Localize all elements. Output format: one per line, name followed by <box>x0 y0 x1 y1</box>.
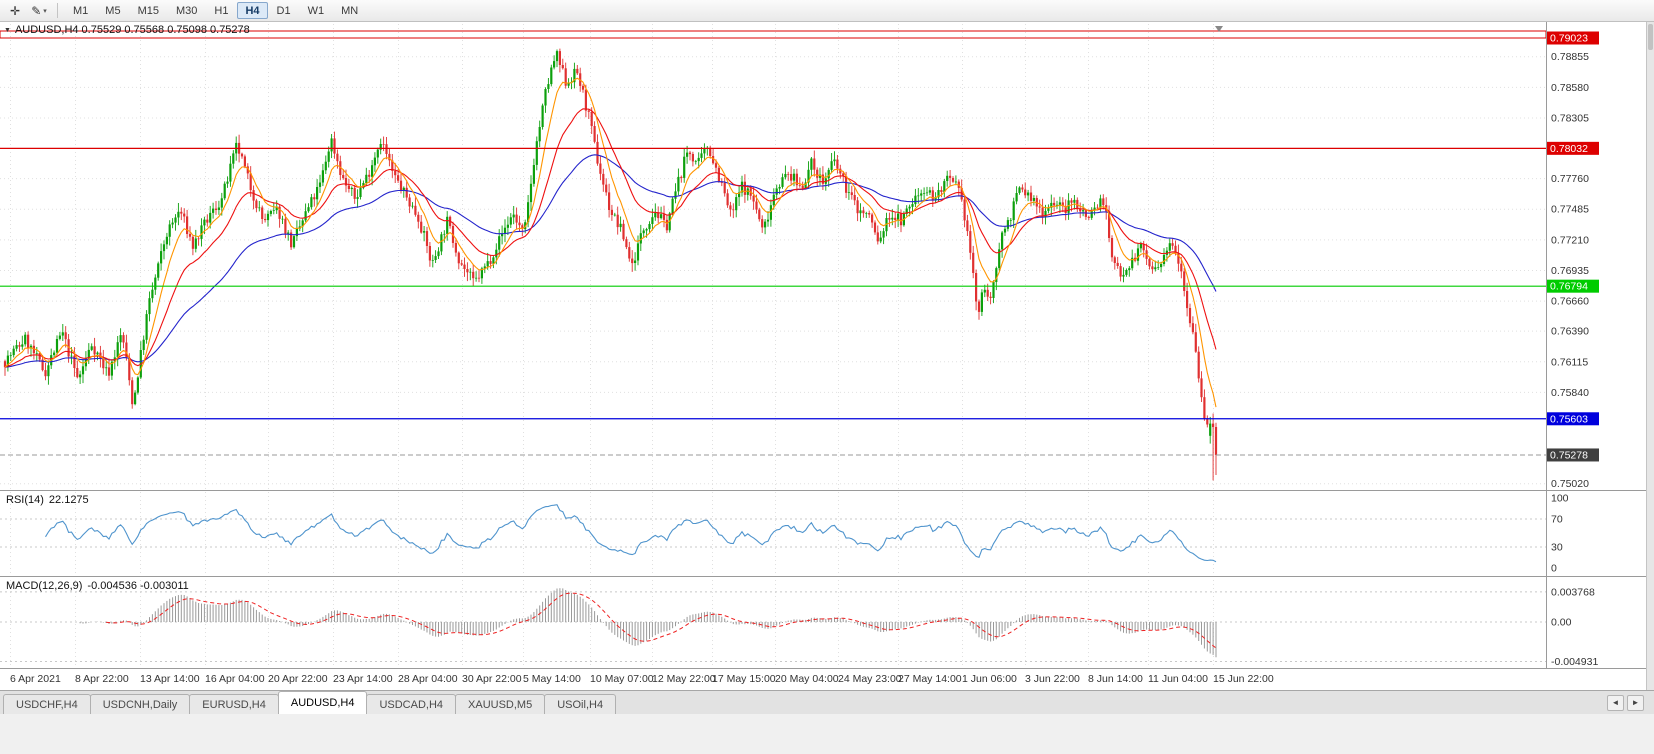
tabs-scroll-right-button[interactable]: ► <box>1627 694 1644 711</box>
svg-text:-0.004931: -0.004931 <box>1551 656 1598 668</box>
rsi-line <box>45 504 1217 563</box>
chart-tab-eurusd-h4[interactable]: EURUSD,H4 <box>189 694 279 714</box>
tabs-scroll-left-button[interactable]: ◄ <box>1607 694 1624 711</box>
svg-text:0.00: 0.00 <box>1551 617 1572 629</box>
price-scale: 0.78855 0.78580 0.78305 0.77760 0.77485 0.772… <box>1547 31 1599 668</box>
svg-text:27 May 14:00: 27 May 14:00 <box>898 673 962 685</box>
chart-tab-usdchf-h4[interactable]: USDCHF,H4 <box>3 694 91 714</box>
chart-tab-usdcad-h4[interactable]: USDCAD,H4 <box>366 694 457 714</box>
svg-text:5 May 14:00: 5 May 14:00 <box>523 673 581 685</box>
svg-text:0.78580: 0.78580 <box>1551 82 1589 94</box>
svg-text:10 May 07:00: 10 May 07:00 <box>590 673 654 685</box>
crosshair-tool-button[interactable]: ✛ <box>4 2 26 20</box>
svg-text:0.75840: 0.75840 <box>1551 387 1589 399</box>
svg-text:1 Jun 06:00: 1 Jun 06:00 <box>962 673 1017 685</box>
svg-text:6 Apr 2021: 6 Apr 2021 <box>10 673 61 685</box>
ma-55-line <box>4 154 1217 368</box>
grid <box>0 24 1546 668</box>
svg-text:0.77760: 0.77760 <box>1551 173 1589 185</box>
svg-text:0.78305: 0.78305 <box>1551 112 1589 124</box>
chart-canvas[interactable]: 0.78855 0.78580 0.78305 0.77760 0.77485 0.772… <box>0 22 1646 690</box>
arrow-left-icon: ◄ <box>1611 698 1620 707</box>
svg-text:0.003768: 0.003768 <box>1551 586 1595 598</box>
pencil-icon: ✎ <box>31 3 42 18</box>
svg-text:100: 100 <box>1551 493 1569 505</box>
svg-text:15 Jun 22:00: 15 Jun 22:00 <box>1213 673 1274 685</box>
svg-text:0.75020: 0.75020 <box>1551 478 1589 490</box>
svg-text:20 Apr 22:00: 20 Apr 22:00 <box>268 673 328 685</box>
svg-text:0.78855: 0.78855 <box>1551 51 1589 63</box>
tab-scroll-controls: ◄ ► <box>1597 691 1654 714</box>
timeframe-button-m15[interactable]: M15 <box>137 4 159 17</box>
chart-tab-usoil-h4[interactable]: USOil,H4 <box>544 694 617 714</box>
svg-text:0.76115: 0.76115 <box>1551 356 1588 368</box>
vertical-scrollbar[interactable] <box>1646 22 1654 754</box>
svg-text:70: 70 <box>1551 514 1563 526</box>
svg-text:0.75278: 0.75278 <box>1550 449 1588 461</box>
svg-text:0.75603: 0.75603 <box>1550 413 1588 425</box>
drawing-tools-button[interactable]: ✎ ▾ <box>28 2 50 20</box>
svg-text:30 Apr 22:00: 30 Apr 22:00 <box>462 673 522 685</box>
chart-background <box>0 22 1646 690</box>
svg-text:0.76660: 0.76660 <box>1551 296 1589 308</box>
timeframe-buttons: M1 M5 M15 M30 H1 H4 D1 W1 MN <box>65 2 366 19</box>
chart-tabs: USDCHF,H4 USDCNH,Daily EURUSD,H4 AUDUSD,H4 U… <box>3 691 617 714</box>
chart-shift-marker[interactable] <box>1215 26 1223 32</box>
chart-tab-bar: USDCHF,H4 USDCNH,Daily EURUSD,H4 AUDUSD,H4 U… <box>0 690 1654 714</box>
ma-8-line <box>4 77 1217 408</box>
svg-text:11 Jun 04:00: 11 Jun 04:00 <box>1148 673 1208 685</box>
svg-text:24 May 23:00: 24 May 23:00 <box>838 673 902 685</box>
svg-text:12 May 22:00: 12 May 22:00 <box>652 673 716 685</box>
svg-text:0.79023: 0.79023 <box>1550 33 1588 45</box>
chart-tab-xauusd-m5[interactable]: XAUUSD,M5 <box>455 694 546 714</box>
svg-text:16 Apr 04:00: 16 Apr 04:00 <box>205 673 265 685</box>
svg-text:17 May 15:00: 17 May 15:00 <box>712 673 776 685</box>
timeframe-button-w1[interactable]: W1 <box>307 4 325 17</box>
chevron-down-icon: ▾ <box>43 7 47 15</box>
svg-text:0: 0 <box>1551 563 1557 575</box>
scrollbar-thumb[interactable] <box>1648 24 1653 50</box>
svg-text:13 Apr 14:00: 13 Apr 14:00 <box>140 673 200 685</box>
timeframe-button-mn[interactable]: MN <box>341 4 359 17</box>
toolbar-separator <box>57 3 58 18</box>
svg-text:0.78032: 0.78032 <box>1550 143 1588 155</box>
chart-tab-usdcnh-daily[interactable]: USDCNH,Daily <box>89 694 191 714</box>
chart-area[interactable]: 0.78855 0.78580 0.78305 0.77760 0.77485 0.772… <box>0 22 1646 690</box>
time-axis: 6 Apr 2021 8 Apr 22:00 13 Apr 14:00 16 Apr … <box>10 673 1274 685</box>
timeframe-button-m5[interactable]: M5 <box>105 4 121 17</box>
chart-tab-audusd-h4[interactable]: AUDUSD,H4 <box>277 691 368 714</box>
svg-text:0.77210: 0.77210 <box>1551 234 1589 246</box>
toolbar: ✛ ✎ ▾ M1 M5 M15 M30 H1 H4 D1 W1 MN <box>0 0 1654 22</box>
svg-text:0.76935: 0.76935 <box>1551 265 1589 277</box>
ma-21-line <box>4 108 1217 368</box>
timeframe-button-h4[interactable]: H4 <box>237 2 268 19</box>
timeframe-button-d1[interactable]: D1 <box>276 4 291 17</box>
svg-text:23 Apr 14:00: 23 Apr 14:00 <box>333 673 393 685</box>
timeframe-button-h1[interactable]: H1 <box>214 4 229 17</box>
timeframe-button-m1[interactable]: M1 <box>73 4 89 17</box>
macd-signal-line <box>106 592 1217 649</box>
candlestick-series[interactable] <box>3 48 1218 481</box>
svg-text:0.76794: 0.76794 <box>1550 281 1588 293</box>
svg-text:3 Jun 22:00: 3 Jun 22:00 <box>1025 673 1080 685</box>
svg-text:28 Apr 04:00: 28 Apr 04:00 <box>398 673 458 685</box>
svg-text:0.76390: 0.76390 <box>1551 326 1589 338</box>
crosshair-icon: ✛ <box>9 3 21 18</box>
svg-text:30: 30 <box>1551 542 1563 554</box>
svg-text:0.77485: 0.77485 <box>1551 204 1589 216</box>
svg-text:8 Jun 14:00: 8 Jun 14:00 <box>1088 673 1143 685</box>
svg-text:20 May 04:00: 20 May 04:00 <box>775 673 839 685</box>
arrow-right-icon: ► <box>1631 698 1640 707</box>
status-filler <box>0 714 1654 754</box>
svg-text:8 Apr 22:00: 8 Apr 22:00 <box>75 673 129 685</box>
timeframe-button-m30[interactable]: M30 <box>175 4 198 17</box>
